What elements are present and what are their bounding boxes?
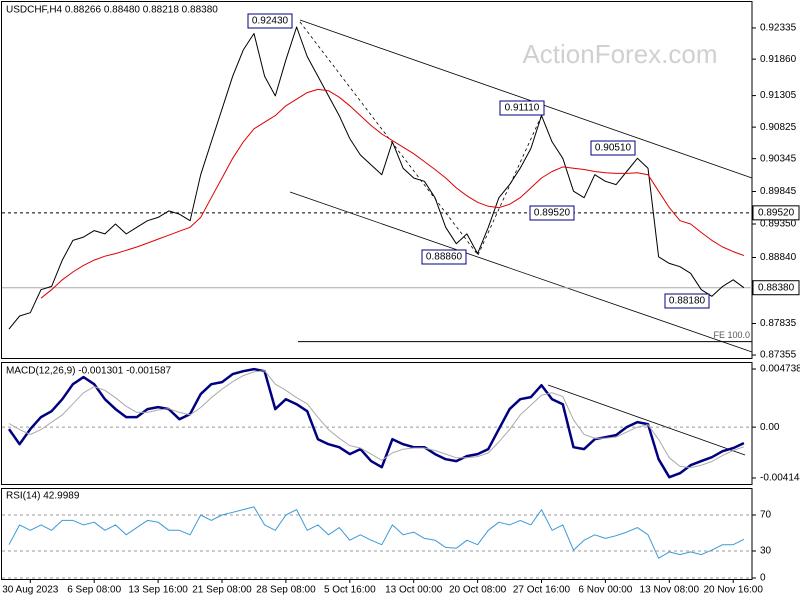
y-tick-label: 0.87355 <box>760 350 797 361</box>
annotation-box <box>421 249 467 265</box>
y-tick-label: 0.91860 <box>760 54 797 65</box>
annotation-box <box>247 13 293 29</box>
annotation: 0.89520 <box>534 208 571 219</box>
x-tick-label: 6 Sep 08:00 <box>67 585 121 596</box>
y-tick-label: 70 <box>760 510 772 521</box>
series-line <box>8 506 745 559</box>
y-tick-label: 0.89845 <box>760 186 797 197</box>
annotation: 0.88180 <box>669 296 706 307</box>
y-tick-label: -0.004144 <box>760 473 800 484</box>
y-tick-label: 0 <box>760 573 766 584</box>
x-tick-label: 21 Sep 08:00 <box>192 585 252 596</box>
x-tick-label: 13 Sep 16:00 <box>128 585 188 596</box>
annotation: 0.92430 <box>252 16 289 27</box>
price-label: 0.89520 <box>758 207 795 218</box>
watermark: ActionForex.com <box>522 39 717 69</box>
macd-title: MACD(12,26,9) -0.001301 -0.001587 <box>6 366 172 377</box>
series-line <box>40 88 745 299</box>
y-tick-label: 30 <box>760 546 772 557</box>
channel-upper <box>299 19 753 179</box>
y-tick-label: 0.91305 <box>760 90 797 101</box>
y-tick-label: 0.87835 <box>760 318 797 329</box>
chart-title: USDCHF,H4 0.88266 0.88480 0.88218 0.8838… <box>6 5 218 16</box>
annotation-box <box>529 205 575 221</box>
channel-lower <box>289 191 753 353</box>
series-line <box>8 370 745 469</box>
annotation-box <box>590 140 636 156</box>
x-tick-label: 6 Nov 00:00 <box>578 585 632 596</box>
y-tick-label: 0.90345 <box>760 153 797 164</box>
x-tick-label: 13 Nov 08:00 <box>640 585 700 596</box>
y-tick-label: 0.88840 <box>760 252 797 263</box>
macd-trendline <box>547 384 746 456</box>
fe-label: FE 100.0 <box>713 330 750 340</box>
x-tick-label: 13 Oct 00:00 <box>385 585 443 596</box>
annotation-box <box>664 293 710 309</box>
y-tick-label: 0.00 <box>760 422 780 433</box>
y-tick-label: 0.89350 <box>760 219 797 230</box>
price-label-box <box>752 280 800 296</box>
x-tick-label: 20 Oct 08:00 <box>449 585 507 596</box>
x-tick-label: 20 Nov 16:00 <box>703 585 763 596</box>
y-tick-label: 0.90825 <box>760 122 797 133</box>
rsi-title: RSI(14) 42.9989 <box>6 491 80 502</box>
price-label: 0.88380 <box>758 282 795 293</box>
annotation: 0.90510 <box>595 143 632 154</box>
x-tick-label: 28 Sep 08:00 <box>256 585 316 596</box>
x-tick-label: 30 Aug 2023 <box>2 585 59 596</box>
annotation: 0.88860 <box>426 252 463 263</box>
x-tick-label: 5 Oct 16:00 <box>324 585 376 596</box>
annotation: 0.91110 <box>505 103 540 114</box>
annotation-box <box>499 100 545 116</box>
macd-panel <box>1 362 753 485</box>
series-line <box>7 367 745 479</box>
rsi-panel <box>1 488 753 580</box>
x-tick-label: 27 Oct 16:00 <box>513 585 571 596</box>
y-tick-label: 0.92335 <box>760 23 797 34</box>
series-line <box>8 26 745 330</box>
price-panel <box>1 1 753 359</box>
price-label-box <box>752 205 800 221</box>
y-tick-label: 0.004738 <box>760 364 800 375</box>
